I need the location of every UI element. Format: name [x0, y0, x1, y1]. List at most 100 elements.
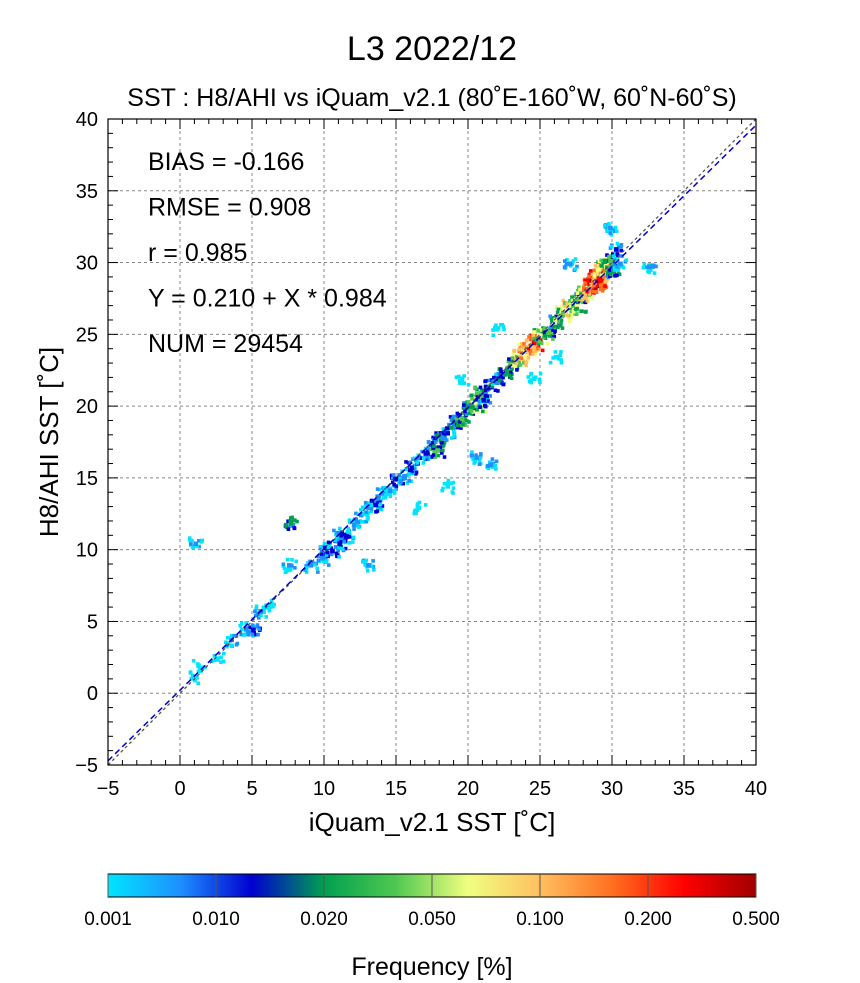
density-cell — [377, 494, 382, 499]
density-cell — [578, 290, 582, 295]
density-cell — [550, 319, 554, 323]
density-cell — [486, 386, 491, 391]
density-cell — [339, 536, 343, 540]
density-cell — [360, 520, 364, 524]
density-cell — [284, 523, 289, 527]
density-cell — [590, 272, 595, 277]
density-cell — [559, 308, 563, 312]
density-cell — [415, 502, 420, 506]
density-cell — [602, 223, 607, 228]
density-cell — [493, 388, 498, 393]
density-cell — [255, 624, 259, 629]
density-cell — [378, 502, 383, 507]
density-cell — [609, 255, 614, 260]
density-cell — [507, 357, 511, 361]
density-cell — [402, 474, 407, 479]
y-tick-label: 20 — [76, 396, 98, 418]
density-cell — [190, 538, 194, 543]
density-cell — [483, 379, 488, 383]
density-cell — [448, 415, 453, 419]
density-cell — [608, 225, 613, 231]
density-cell — [552, 334, 557, 339]
x-tick-label: 40 — [745, 778, 767, 800]
density-cell — [567, 315, 571, 320]
density-cell — [339, 533, 344, 538]
x-tick-label: 35 — [673, 778, 695, 800]
density-cell — [222, 651, 226, 656]
density-cell — [428, 455, 433, 460]
density-cell — [529, 380, 534, 385]
density-cell — [271, 604, 275, 609]
density-cell — [432, 450, 436, 454]
density-cell — [427, 440, 431, 444]
density-cell — [416, 455, 422, 460]
density-cell — [597, 272, 601, 277]
density-cell — [615, 273, 619, 278]
density-cell — [377, 500, 382, 504]
density-cell — [507, 370, 511, 374]
density-cell — [450, 490, 455, 494]
density-cell — [456, 413, 461, 417]
density-cell — [558, 323, 563, 328]
density-cell — [438, 438, 443, 443]
density-cell — [239, 622, 244, 626]
y-tick-label: 40 — [76, 109, 98, 131]
density-cell — [412, 464, 417, 469]
density-cell — [608, 272, 613, 277]
density-cell — [411, 470, 416, 475]
density-cell — [451, 480, 456, 485]
density-cell — [483, 410, 488, 414]
density-cell — [441, 486, 445, 491]
density-cell — [556, 357, 561, 361]
density-cell — [520, 344, 525, 348]
density-cell — [481, 397, 486, 403]
density-cell — [325, 550, 330, 555]
regression-line — [108, 124, 756, 762]
density-cell — [555, 310, 560, 315]
density-cell — [379, 507, 384, 512]
density-cell — [398, 479, 403, 483]
density-cell — [315, 566, 320, 571]
density-cell — [293, 566, 297, 570]
density-cell — [589, 274, 593, 279]
density-cell — [191, 545, 195, 550]
density-cell — [652, 271, 657, 275]
density-cell — [533, 353, 538, 357]
density-cell — [316, 570, 320, 574]
density-cell — [471, 405, 475, 410]
density-cell — [501, 375, 505, 380]
density-cell — [365, 568, 370, 573]
density-cell — [342, 532, 347, 537]
colorbar-tick-label: 0.500 — [732, 909, 780, 930]
density-cell — [608, 231, 613, 235]
density-cell — [265, 603, 270, 608]
density-cell — [559, 358, 563, 362]
colorbar-tick-label: 0.010 — [192, 909, 240, 930]
chart-subtitle: SST : H8/AHI vs iQuam_v2.1 (80˚E-160˚W, … — [127, 84, 736, 112]
density-cell — [529, 371, 534, 376]
colorbar-tick-label: 0.001 — [84, 909, 132, 930]
density-cell — [333, 538, 337, 543]
density-cell — [593, 288, 598, 293]
density-cell — [493, 463, 497, 468]
grid — [108, 119, 756, 765]
density-cell — [573, 311, 578, 315]
density-cell — [494, 372, 498, 377]
density-cell — [454, 416, 459, 421]
density-cell — [567, 304, 572, 308]
density-cell — [445, 430, 450, 436]
density-cell — [404, 467, 408, 471]
density-cell — [461, 406, 466, 410]
density-cell — [504, 367, 509, 371]
density-cell — [524, 360, 528, 364]
density-cell — [290, 564, 294, 568]
density-cell — [556, 307, 561, 312]
density-cell — [599, 258, 604, 263]
density-cell — [452, 434, 456, 439]
density-cell — [354, 511, 358, 516]
stats-box: BIAS = -0.166 RMSE = 0.908 r = 0.985 Y = 0.… — [148, 148, 387, 358]
density-cell — [477, 458, 482, 463]
density-cell — [619, 248, 624, 253]
density-cell — [532, 328, 537, 332]
density-cell — [196, 663, 201, 669]
